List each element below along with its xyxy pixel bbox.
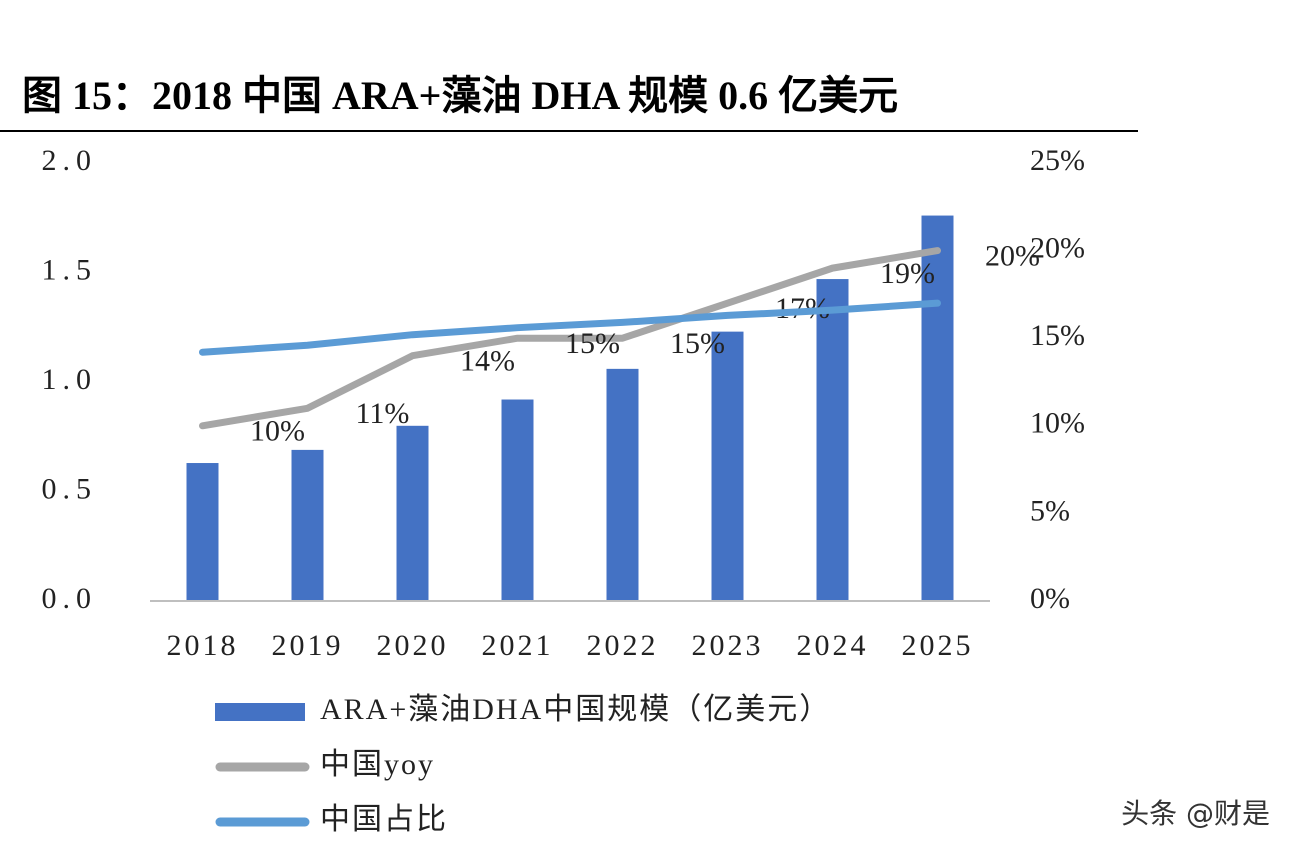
bar xyxy=(816,279,849,601)
x-tick-label: 2024 xyxy=(797,629,869,662)
data-label: 15% xyxy=(670,327,725,360)
x-tick-label: 2025 xyxy=(902,629,974,662)
y2-tick-label: 10% xyxy=(1030,407,1085,440)
y-tick-label: 2.0 xyxy=(42,144,98,177)
x-tick-label: 2021 xyxy=(482,629,554,662)
legend-label: 中国占比 xyxy=(320,803,448,836)
line xyxy=(199,299,941,356)
chart-title: 图 15：2018 中国 ARA+藻油 DHA 规模 0.6 亿美元 xyxy=(22,73,898,118)
bar xyxy=(291,449,324,601)
x-tick-label: 2018 xyxy=(167,629,239,662)
x-tick-label: 2022 xyxy=(587,629,659,662)
y2-tick-label: 5% xyxy=(1030,494,1070,527)
y-tick-label: 1.0 xyxy=(42,363,98,396)
x-tick-label: 2020 xyxy=(377,629,449,662)
legend-label: 中国yoy xyxy=(320,748,435,781)
y-tick-label: 0.0 xyxy=(42,582,98,615)
data-label: 15% xyxy=(565,327,620,360)
y2-tick-label: 15% xyxy=(1030,319,1085,352)
x-tick-label: 2023 xyxy=(692,629,764,662)
bar xyxy=(396,425,429,601)
data-label: 14% xyxy=(460,345,515,378)
x-tick-label: 2019 xyxy=(272,629,344,662)
legend-label: ARA+藻油DHA中国规模（亿美元） xyxy=(320,693,831,726)
y2-tick-label: 20% xyxy=(1030,231,1085,264)
line xyxy=(199,247,941,430)
y-tick-label: 1.5 xyxy=(42,253,98,286)
bar xyxy=(711,331,744,601)
y2-tick-label: 25% xyxy=(1030,144,1085,177)
legend-swatch xyxy=(215,703,305,721)
data-label: 10% xyxy=(250,415,305,448)
bar xyxy=(186,463,219,601)
y2-tick-label: 0% xyxy=(1030,582,1070,615)
bar xyxy=(921,215,954,601)
y-tick-label: 0.5 xyxy=(42,472,98,505)
watermark: 头条 @财是 xyxy=(1121,797,1270,830)
bar xyxy=(606,368,639,601)
data-label: 20% xyxy=(985,239,1040,272)
data-label: 11% xyxy=(356,397,410,430)
bar xyxy=(501,399,534,601)
data-label: 19% xyxy=(880,257,935,290)
